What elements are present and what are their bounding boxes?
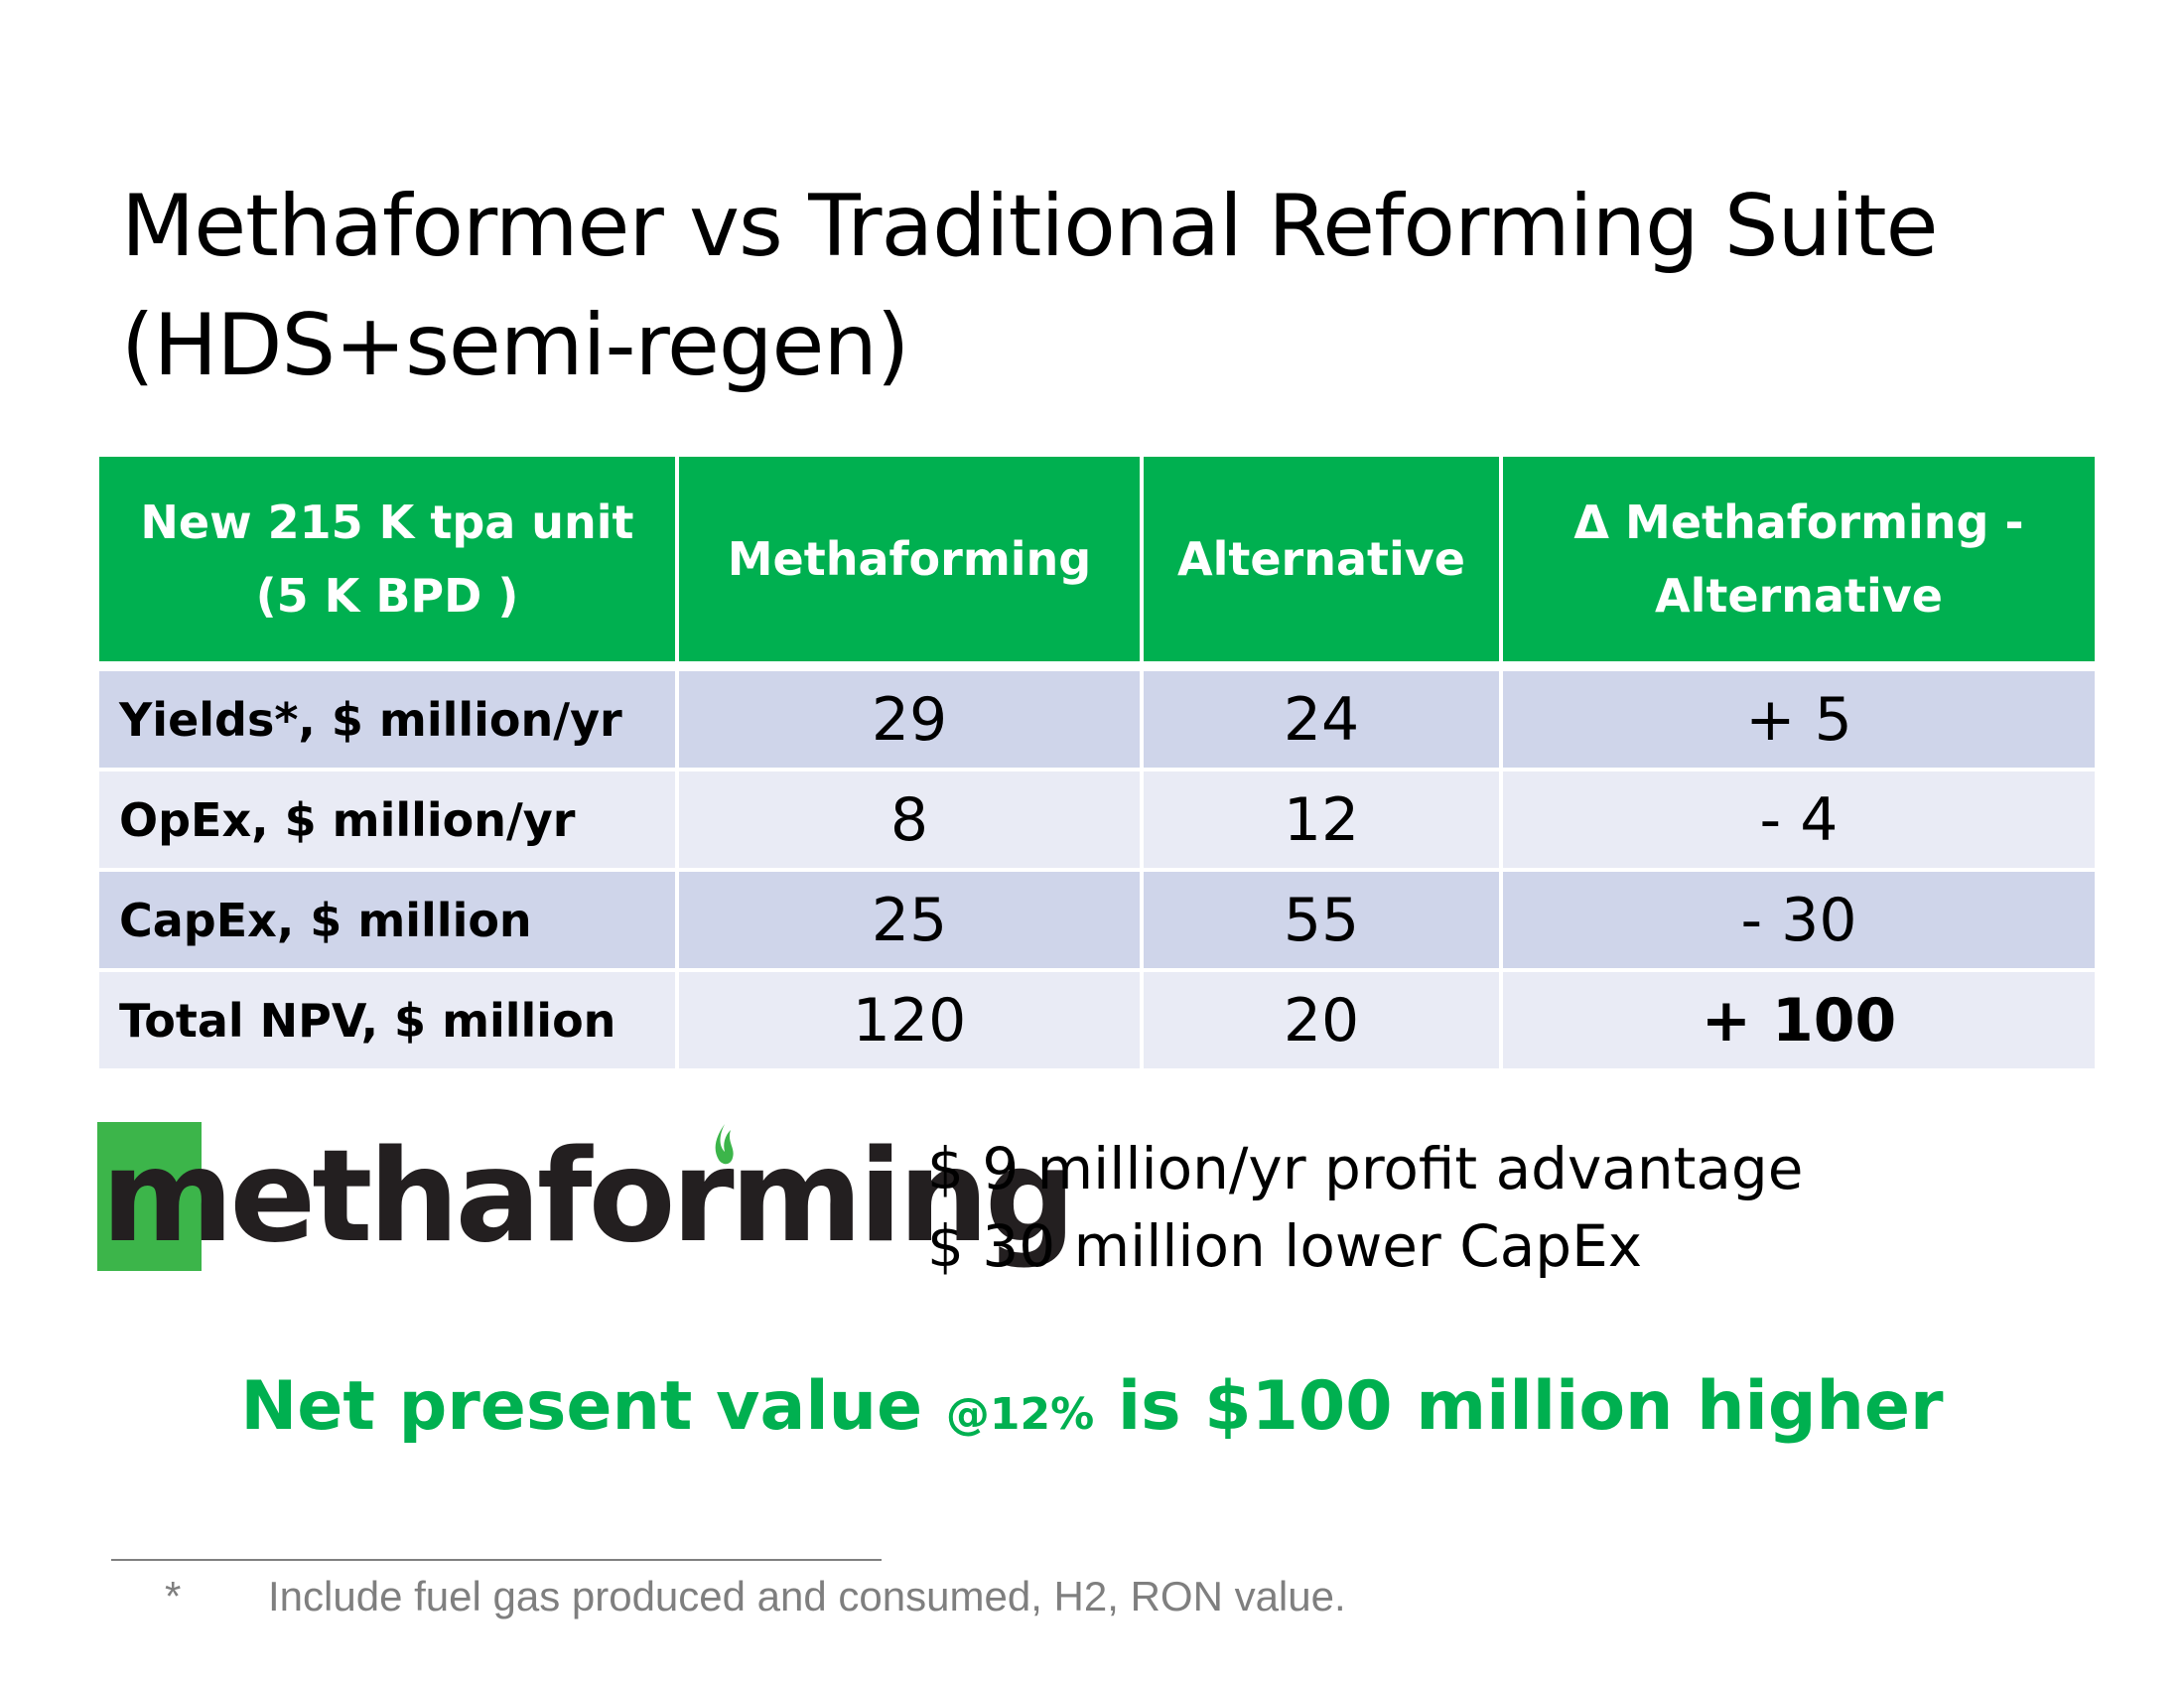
flame-icon [715, 1124, 734, 1165]
cell-alternative: 55 [1142, 870, 1503, 972]
row-label: Total NPV, $ million [99, 970, 679, 1072]
table-row-capex: CapEx, $ million 25 55 - 30 [99, 870, 2095, 972]
comparison-table: New 215 K tpa unit (5 K BPD ) Methaformi… [99, 457, 2095, 1072]
header-unit-line-1: New 215 K tpa unit [140, 495, 634, 549]
advantages-text: $ 9 million/yr profit advantage $ 30 mil… [927, 1130, 1803, 1285]
footnote-marker: * [165, 1573, 182, 1619]
footnote-divider [111, 1559, 882, 1561]
cell-methaforming: 25 [677, 870, 1144, 972]
table-row-total-npv: Total NPV, $ million 120 20 + 100 [99, 970, 2095, 1072]
cell-delta: - 4 [1501, 770, 2095, 872]
header-methaforming: Methaforming [677, 457, 1144, 671]
row-label: CapEx, $ million [99, 870, 679, 972]
table-header-row: New 215 K tpa unit (5 K BPD ) Methaformi… [99, 457, 2095, 671]
header-delta-line-1: Δ Methaforming - [1573, 495, 2024, 549]
logo-wordmark: methaforming [101, 1123, 1076, 1271]
row-label: Yields*, $ million/yr [99, 666, 679, 772]
cell-delta: + 5 [1501, 666, 2095, 772]
slide-title-line-1: Methaformer vs Traditional Reforming Sui… [121, 177, 1939, 276]
header-alternative-label: Alternative [1177, 532, 1465, 586]
cell-alternative: 12 [1142, 770, 1503, 872]
advantage-capex: $ 30 million lower CapEx [927, 1212, 1643, 1280]
cell-methaforming: 8 [677, 770, 1144, 872]
cell-delta: + 100 [1501, 970, 2095, 1072]
advantage-profit: $ 9 million/yr profit advantage [927, 1135, 1804, 1202]
slide-title-line-2: (HDS+semi-regen) [121, 296, 909, 395]
npv-part-2: is $100 million higher [1094, 1367, 1944, 1446]
footnote-text: Include fuel gas produced and consumed, … [268, 1573, 1346, 1619]
cell-methaforming: 29 [677, 666, 1144, 772]
cell-delta: - 30 [1501, 870, 2095, 972]
header-unit-line-2: (5 K BPD ) [255, 569, 519, 623]
header-delta-line-2: Alternative [1655, 569, 1943, 623]
header-alternative: Alternative [1142, 457, 1503, 671]
npv-part-1: Net present value [240, 1367, 946, 1446]
npv-rate: @12% [945, 1389, 1095, 1440]
cell-methaforming: 120 [677, 970, 1144, 1072]
header-methaforming-label: Methaforming [727, 532, 1092, 586]
logo-green-square [97, 1122, 202, 1271]
cell-alternative: 24 [1142, 666, 1503, 772]
header-unit: New 215 K tpa unit (5 K BPD ) [99, 457, 679, 671]
row-label: OpEx, $ million/yr [99, 770, 679, 872]
methaforming-logo: methaforming [97, 1122, 1076, 1271]
header-delta: Δ Methaforming - Alternative [1501, 457, 2095, 671]
slide-title: Methaformer vs Traditional Reforming Sui… [121, 167, 2107, 405]
table-row-yields: Yields*, $ million/yr 29 24 + 5 [99, 666, 2095, 772]
table-row-opex: OpEx, $ million/yr 8 12 - 4 [99, 770, 2095, 872]
npv-statement: Net present value @12% is $100 million h… [0, 1362, 2184, 1460]
cell-alternative: 20 [1142, 970, 1503, 1072]
